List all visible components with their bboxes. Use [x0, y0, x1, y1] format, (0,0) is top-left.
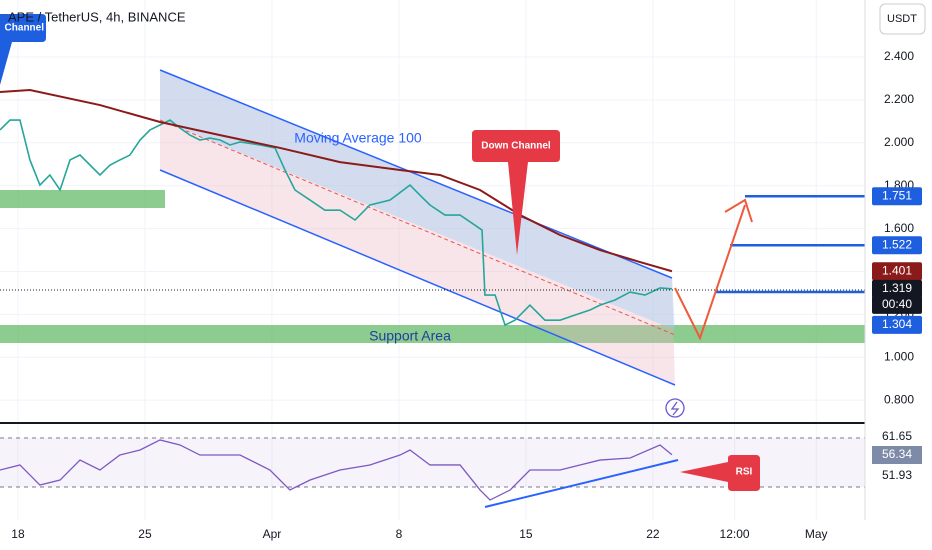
arrow-head [724, 198, 753, 223]
channel-fill-upper [160, 70, 675, 330]
x-tick-label: 18 [11, 527, 25, 541]
rsi-tag: 51.93 [882, 468, 912, 482]
y-tick-label: 0.800 [884, 392, 914, 406]
alert-icon-bolt [670, 401, 680, 416]
rsi-tag-bg [872, 446, 922, 464]
channel-fill [160, 70, 675, 385]
x-tick-label: 22 [646, 527, 660, 541]
alert-icon [665, 398, 685, 418]
y-tick-label: 1.000 [884, 349, 914, 363]
support-label: Support Area [369, 328, 451, 344]
rsi-line [0, 439, 673, 501]
last-price-tag-bg [872, 279, 922, 298]
ma-tag: 1.401 [882, 263, 912, 277]
last-price-tag: 1.319 [882, 281, 912, 295]
rsi-tag: 56.34 [882, 447, 912, 461]
rsi-tag-bg [872, 467, 922, 485]
chart-title: APE / TetherUS, 4h, BINANCE [8, 9, 186, 24]
rsi-tag-bg [872, 428, 922, 446]
price-line [0, 119, 673, 327]
callout-text: Channel [5, 23, 45, 34]
x-tick-label: 12:00 [720, 527, 750, 541]
support-zone [0, 325, 865, 343]
x-tick-label: Apr [263, 527, 282, 541]
channel-upper [159, 69, 673, 279]
y-tick-label: 2.200 [884, 92, 914, 106]
support-zone-small [0, 190, 165, 208]
time-axis [0, 520, 865, 550]
level-tag: 1.304 [882, 317, 912, 331]
y-tick-label: 2.000 [884, 135, 914, 149]
level-tag-bg [872, 315, 922, 334]
channel-mid [159, 119, 676, 336]
moving-average [0, 89, 673, 273]
currency: USDT [887, 13, 917, 25]
ma-tag-bg [872, 262, 922, 281]
level-tag: 1.522 [882, 237, 912, 251]
x-tick-label: May [805, 527, 828, 541]
grid [0, 0, 865, 520]
rsi-tag: 61.65 [882, 429, 912, 443]
level-tag-bg [872, 236, 922, 255]
level-tag-bg [872, 187, 922, 206]
y-tick-label: 1.600 [884, 221, 914, 235]
level-tag: 1.751 [882, 188, 912, 202]
x-tick-label: 8 [396, 527, 403, 541]
axis-labels: 0.8001.0001.2001.4001.6001.8002.0002.200… [11, 49, 922, 541]
down-channel-callout [472, 130, 560, 255]
callout-text: RSI [736, 467, 753, 478]
x-tick-label: 15 [519, 527, 533, 541]
rsi-trendline [484, 459, 679, 508]
channel-lower [159, 169, 676, 386]
projection-arrow [674, 204, 746, 341]
countdown-tag: 00:40 [882, 297, 912, 311]
countdown-tag-bg [872, 295, 922, 314]
y-tick-label: 2.400 [884, 49, 914, 63]
channel-callout [0, 14, 46, 85]
x-tick-label: 25 [138, 527, 152, 541]
plot [0, 89, 865, 327]
rsi-callout [680, 455, 760, 491]
ma-label: Moving Average 100 [294, 130, 422, 146]
currency-box [879, 3, 926, 35]
callout-text: Down Channel [481, 141, 551, 152]
